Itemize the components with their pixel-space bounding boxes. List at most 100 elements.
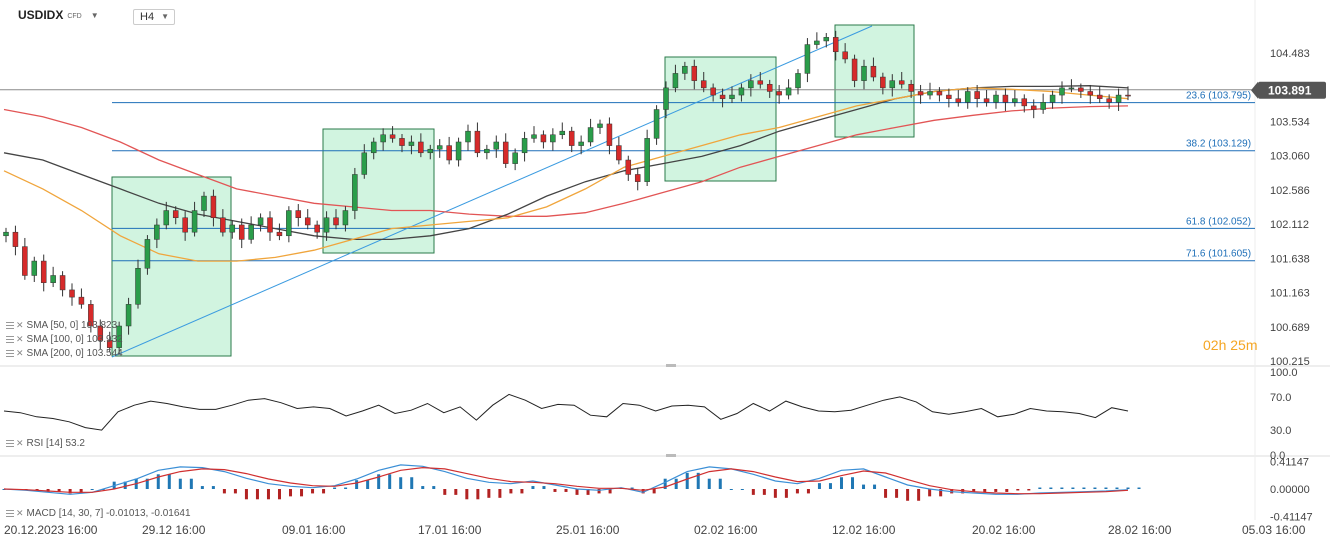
candle-body — [587, 127, 594, 143]
instrument-type: CFD — [67, 13, 82, 20]
sma100-label: SMA [100, 0] 103.932 — [26, 334, 123, 345]
macd-histogram-bar — [90, 489, 94, 490]
macd-histogram-bar — [917, 489, 921, 501]
candle — [502, 133, 509, 168]
candle — [474, 122, 481, 158]
settings-icon[interactable] — [6, 440, 14, 447]
candle — [210, 189, 217, 227]
candle-body — [380, 134, 386, 143]
legend-sma50[interactable]: ✕ SMA [50, 0] 103.823 — [6, 320, 117, 331]
candle — [559, 122, 566, 140]
candle — [672, 64, 679, 93]
candle — [191, 201, 198, 237]
current-price-tag-bg — [1258, 81, 1326, 99]
time-tick-label: 05.03 16:00 — [1242, 523, 1306, 537]
candle-body — [842, 51, 848, 60]
candle — [861, 59, 867, 90]
candle-body — [616, 145, 622, 161]
candle — [1021, 94, 1028, 113]
candle — [936, 87, 943, 102]
candle-body — [663, 87, 669, 110]
rsi-tick-label: 100.0 — [1270, 367, 1298, 379]
macd-histogram-bar — [1082, 487, 1086, 489]
sma200-label: SMA [200, 0] 103.544 — [26, 348, 123, 359]
legend-sma100[interactable]: ✕ SMA [100, 0] 103.932 — [6, 334, 123, 345]
candle — [616, 136, 622, 165]
close-icon[interactable]: ✕ — [16, 438, 24, 448]
candle-body — [1106, 98, 1112, 103]
settings-icon[interactable] — [6, 336, 14, 343]
candle-body — [851, 58, 858, 81]
macd-histogram-bar — [851, 477, 855, 489]
legend-sma200[interactable]: ✕ SMA [200, 0] 103.544 — [6, 348, 123, 359]
macd-histogram-bar — [862, 484, 866, 489]
settings-icon[interactable] — [6, 350, 14, 357]
candle — [521, 131, 528, 162]
sma200-line — [3, 105, 1129, 217]
macd-histogram-bar — [167, 474, 171, 489]
close-icon[interactable]: ✕ — [16, 334, 24, 344]
candle-body — [352, 174, 358, 211]
close-icon[interactable]: ✕ — [16, 320, 24, 330]
timeframe-selector[interactable]: H4 ▼ — [133, 9, 175, 25]
candle-body — [512, 152, 518, 164]
candle-body — [267, 217, 273, 233]
candle-body — [220, 217, 226, 233]
price-tick-label: 103.534 — [1270, 116, 1310, 128]
candle-body — [191, 210, 198, 233]
candle-body — [1115, 94, 1122, 103]
candle — [342, 206, 349, 232]
candle-body — [333, 217, 339, 226]
time-tick-label: 20.02 16:00 — [972, 523, 1036, 537]
candle — [785, 79, 792, 100]
candle-body — [59, 275, 66, 291]
macd-histogram-bar — [906, 489, 910, 501]
candle — [842, 43, 848, 64]
close-icon[interactable]: ✕ — [16, 508, 24, 518]
chevron-down-icon[interactable]: ▼ — [161, 12, 169, 21]
settings-icon[interactable] — [6, 510, 14, 517]
candle-body — [238, 224, 245, 240]
candle — [333, 209, 339, 230]
candle — [455, 137, 462, 167]
candle-body — [814, 40, 820, 45]
candle-body — [210, 195, 217, 219]
legend-rsi[interactable]: ✕ RSI [14] 53.2 — [6, 438, 85, 449]
settings-icon[interactable] — [6, 322, 14, 329]
macd-histogram-bar — [410, 477, 414, 489]
macd-histogram-bar — [630, 487, 634, 489]
macd-histogram-bar — [498, 489, 502, 498]
candle-body — [40, 260, 47, 283]
fib-level-label: 71.6 (101.605) — [1186, 249, 1251, 260]
macd-histogram-bar — [652, 489, 656, 494]
macd-histogram-bar — [784, 489, 788, 498]
macd-histogram-bar — [509, 489, 513, 494]
macd-histogram-bar — [663, 478, 667, 489]
candle — [653, 105, 660, 145]
candle — [851, 54, 858, 88]
sma50-label: SMA [50, 0] 103.823 — [26, 320, 118, 331]
candle — [757, 71, 764, 89]
candle-body — [550, 134, 556, 143]
candle-body — [823, 37, 830, 42]
fib-level-label: 38.2 (103.129) — [1186, 139, 1251, 150]
macd-histogram-bar — [608, 489, 612, 494]
candle — [550, 128, 556, 151]
macd-histogram-bar — [696, 472, 700, 489]
symbol-selector[interactable]: USDIDX CFD ▼ — [18, 8, 99, 22]
candle — [1059, 81, 1065, 104]
close-icon[interactable]: ✕ — [16, 348, 24, 358]
fib-level-label: 23.6 (103.795) — [1186, 91, 1251, 102]
macd-histogram-bar — [740, 489, 744, 490]
macd-histogram-bar — [266, 489, 270, 500]
macd-histogram-bar — [520, 489, 524, 494]
candle-body — [691, 65, 698, 81]
candle — [1002, 88, 1009, 111]
chevron-down-icon[interactable]: ▼ — [90, 10, 99, 20]
macd-histogram-bar — [244, 489, 248, 500]
macd-histogram-bar — [839, 477, 843, 489]
legend-macd[interactable]: ✕ MACD [14, 30, 7] -0.01013, -0.01641 — [6, 508, 191, 519]
candle-body — [1030, 105, 1037, 110]
candle — [729, 86, 735, 104]
